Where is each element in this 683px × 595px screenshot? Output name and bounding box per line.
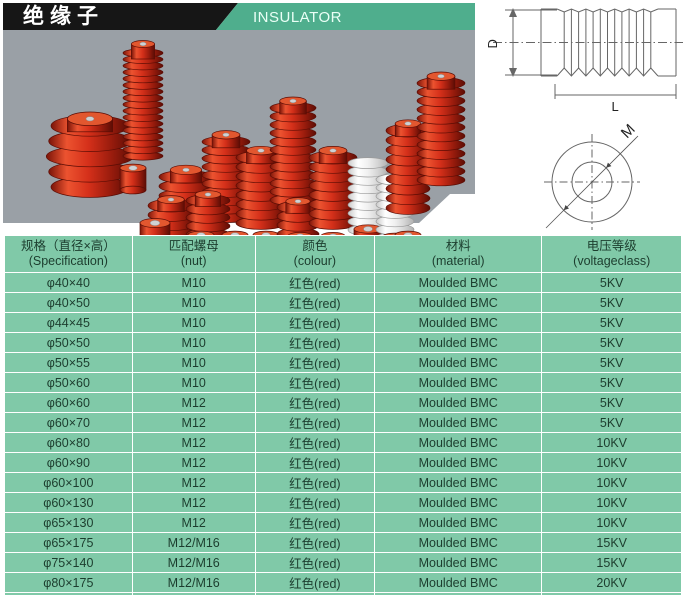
svg-text:D: D bbox=[485, 39, 500, 48]
svg-text:L: L bbox=[612, 99, 619, 114]
